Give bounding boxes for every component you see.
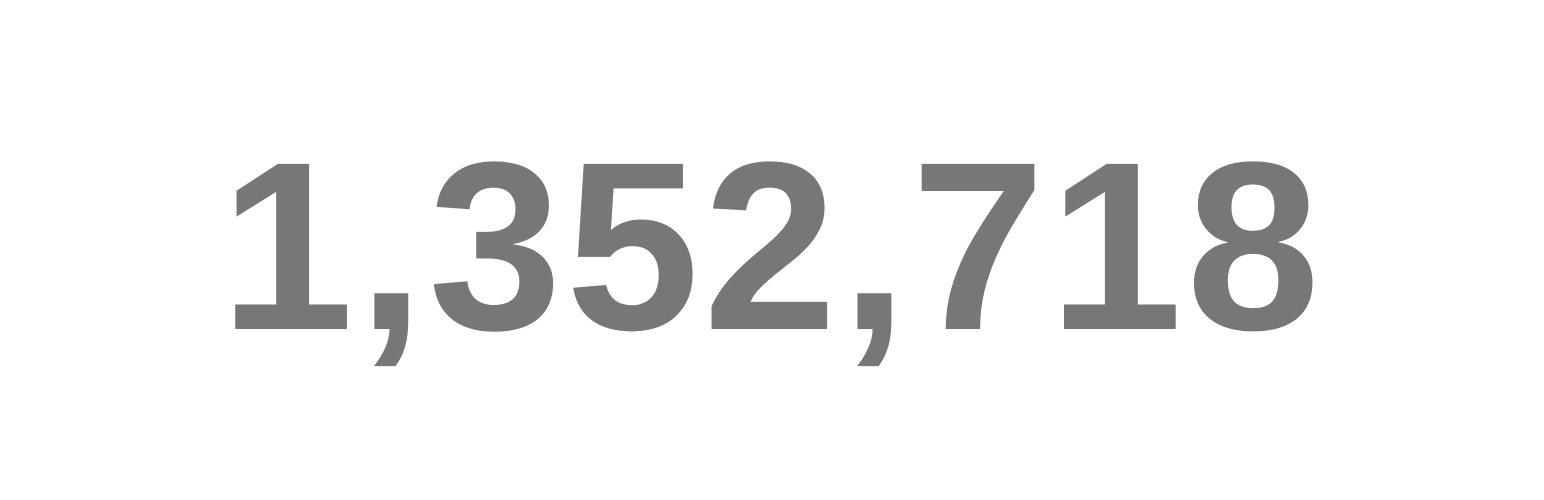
- counter-value: 1,352,718: [220, 112, 1324, 380]
- counter-canvas: 1,352,718: [220, 112, 1324, 380]
